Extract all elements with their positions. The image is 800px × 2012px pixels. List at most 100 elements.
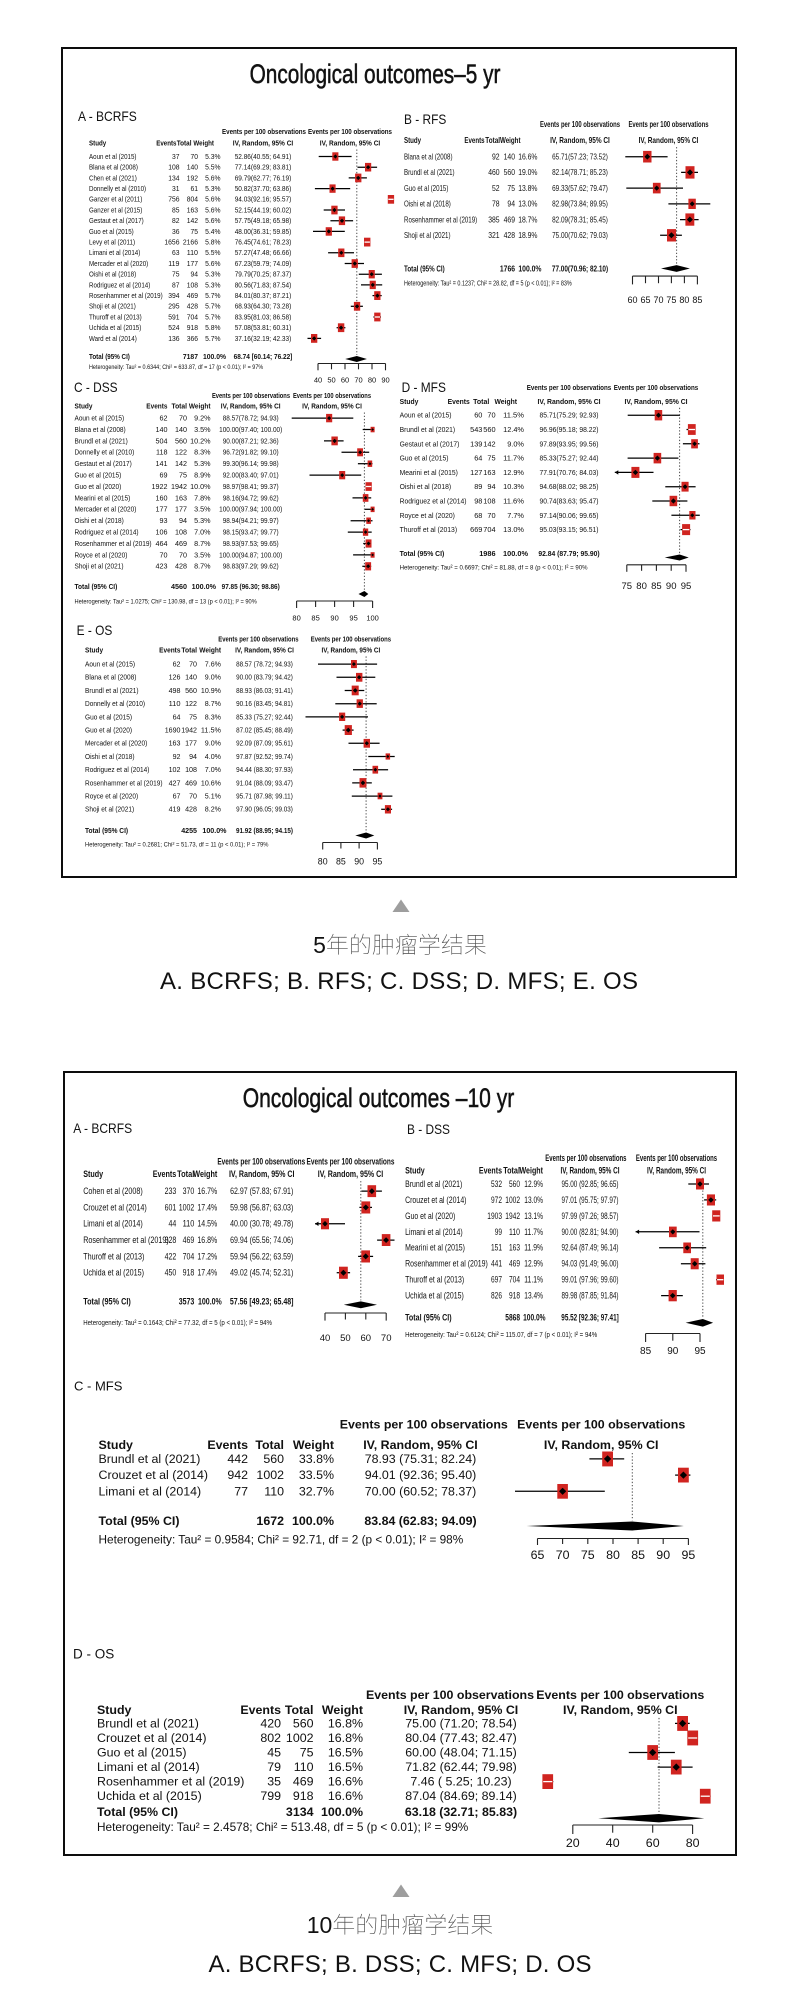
- svg-text:75: 75: [189, 712, 197, 721]
- svg-text:70: 70: [179, 414, 187, 423]
- svg-text:Events per 100 observations: Events per 100 observations: [340, 1418, 508, 1432]
- svg-text:97.90 (96.05; 99.03): 97.90 (96.05; 99.03): [236, 805, 293, 814]
- svg-text:4560: 4560: [171, 582, 187, 591]
- svg-text:10: 10: [307, 1912, 333, 1938]
- svg-text:94.44 (88.30; 97.93): 94.44 (88.30; 97.93): [236, 765, 293, 774]
- svg-text:Blana et al (2008): Blana et al (2008): [89, 163, 138, 172]
- svg-text:IV, Random, 95% CI: IV, Random, 95% CI: [363, 1438, 478, 1452]
- svg-text:118: 118: [156, 448, 167, 457]
- svg-text:37.16(32.19; 42.33): 37.16(32.19; 42.33): [235, 334, 292, 343]
- svg-text:428: 428: [185, 805, 197, 814]
- svg-text:76.45(74.61; 78.23): 76.45(74.61; 78.23): [235, 238, 292, 247]
- svg-text:Events per 100 observations: Events per 100 observations: [212, 391, 290, 400]
- svg-text:90: 90: [354, 857, 364, 867]
- svg-text:469: 469: [504, 215, 516, 224]
- svg-text:Weight: Weight: [193, 1169, 217, 1179]
- svg-text:A. BCRFS; B. DSS; C. MFS;: A. BCRFS; B. DSS; C. MFS; D. OS: [209, 1951, 592, 1978]
- svg-text:87.02 (85.45; 88.49): 87.02 (85.45; 88.49): [236, 726, 293, 735]
- svg-text:94.03(92.16; 95.57): 94.03(92.16; 95.57): [235, 195, 292, 204]
- svg-text:11.5%: 11.5%: [503, 411, 524, 420]
- svg-text:100.0%: 100.0%: [202, 826, 227, 835]
- svg-text:441: 441: [491, 1259, 502, 1269]
- svg-text:59.94 (56.22; 63.59): 59.94 (56.22; 63.59): [230, 1251, 293, 1261]
- svg-text:80: 80: [318, 857, 328, 867]
- svg-text:85: 85: [336, 857, 346, 867]
- svg-text:Total (95% CI): Total (95% CI): [405, 1313, 452, 1323]
- svg-text:142: 142: [187, 216, 198, 225]
- svg-text:5.8%: 5.8%: [205, 238, 221, 247]
- svg-text:Guo et al (2020): Guo et al (2020): [75, 482, 122, 491]
- svg-text:1002: 1002: [179, 1202, 195, 1212]
- svg-text:IV, Random, 95% CI: IV, Random, 95% CI: [537, 397, 600, 406]
- svg-text:100.0%: 100.0%: [292, 1514, 334, 1528]
- svg-text:Mearini et al (2015): Mearini et al (2015): [400, 468, 459, 477]
- svg-text:8.3%: 8.3%: [205, 712, 222, 721]
- svg-text:Events per 100 observations: Events per 100 observations: [545, 1153, 626, 1163]
- svg-text:100.0%: 100.0%: [198, 1297, 222, 1307]
- svg-text:A - BCRFS: A - BCRFS: [78, 108, 137, 124]
- svg-text:D - MFS: D - MFS: [402, 379, 446, 395]
- svg-text:Total: Total: [285, 1703, 314, 1717]
- svg-text:Donnelly et al (2010): Donnelly et al (2010): [89, 184, 146, 193]
- svg-text:98.94(94.21; 99.97): 98.94(94.21; 99.97): [223, 516, 279, 525]
- svg-text:Weight: Weight: [189, 402, 211, 411]
- svg-text:95: 95: [373, 857, 383, 867]
- svg-text:100.0%: 100.0%: [523, 1313, 546, 1323]
- svg-text:141: 141: [156, 459, 168, 468]
- svg-text:Aoun et al (2015): Aoun et al (2015): [89, 152, 137, 161]
- svg-text:Thuroff et al (2013): Thuroff et al (2013): [89, 312, 142, 321]
- svg-text:90.00(87.21; 92.36): 90.00(87.21; 92.36): [223, 436, 279, 445]
- svg-text:98: 98: [474, 497, 482, 506]
- svg-text:5.7%: 5.7%: [205, 302, 221, 311]
- svg-text:94: 94: [179, 516, 187, 525]
- svg-text:Limani et al (2014): Limani et al (2014): [99, 1484, 202, 1498]
- svg-text:Weight: Weight: [193, 139, 214, 148]
- svg-text:87: 87: [172, 280, 180, 289]
- svg-text:68.74 [60.14; 76.22]: 68.74 [60.14; 76.22]: [234, 352, 293, 361]
- svg-text:Total (95% CI): Total (95% CI): [97, 1805, 178, 1819]
- svg-text:Aoun et al (2015): Aoun et al (2015): [75, 414, 125, 423]
- svg-text:33.5%: 33.5%: [299, 1468, 334, 1482]
- svg-text:100.0%: 100.0%: [503, 549, 528, 558]
- svg-text:IV, Random, 95% CI: IV, Random, 95% CI: [639, 136, 699, 145]
- svg-text:464: 464: [156, 539, 168, 548]
- svg-text:5.3%: 5.3%: [194, 516, 211, 525]
- svg-text:Study: Study: [83, 1169, 103, 1179]
- svg-text:Study: Study: [404, 136, 421, 145]
- svg-text:40: 40: [606, 1836, 620, 1850]
- svg-text:70: 70: [160, 550, 168, 559]
- svg-text:62.97 (57.83; 67.91): 62.97 (57.83; 67.91): [230, 1186, 293, 1196]
- svg-text:Donnelly et al (2010): Donnelly et al (2010): [85, 699, 145, 708]
- svg-text:88.93 (86.03; 91.41): 88.93 (86.03; 91.41): [236, 686, 293, 695]
- svg-text:394: 394: [168, 291, 179, 300]
- svg-text:427: 427: [169, 778, 181, 787]
- svg-text:60: 60: [361, 1333, 372, 1344]
- svg-text:5.3%: 5.3%: [205, 270, 221, 279]
- svg-text:88.57(78.72; 94.93): 88.57(78.72; 94.93): [223, 414, 279, 423]
- svg-text:Weight: Weight: [293, 1438, 334, 1452]
- svg-text:16.5%: 16.5%: [328, 1746, 363, 1760]
- svg-text:62: 62: [173, 660, 181, 669]
- svg-text:1656: 1656: [164, 238, 179, 247]
- svg-text:67: 67: [173, 792, 181, 801]
- svg-text:Brundl et al (2021): Brundl et al (2021): [75, 436, 128, 445]
- svg-text:1942: 1942: [505, 1211, 520, 1221]
- svg-text:Rosenhammer et al (2019): Rosenhammer et al (2019): [89, 291, 163, 300]
- svg-text:82.14(78.71; 85.23): 82.14(78.71; 85.23): [552, 168, 608, 177]
- svg-text:Mercader et al (2020): Mercader et al (2020): [85, 739, 147, 748]
- svg-text:94.03 (91.49; 96.00): 94.03 (91.49; 96.00): [561, 1259, 618, 1269]
- svg-text:Total: Total: [255, 1438, 284, 1452]
- svg-text:5.3%: 5.3%: [194, 459, 211, 468]
- svg-text:33.8%: 33.8%: [299, 1452, 334, 1466]
- svg-text:543: 543: [470, 425, 482, 434]
- svg-text:91.04 (88.09; 93.47): 91.04 (88.09; 93.47): [236, 778, 293, 787]
- svg-text:40: 40: [320, 1333, 331, 1344]
- svg-text:80: 80: [636, 581, 647, 592]
- svg-text:44: 44: [169, 1219, 177, 1229]
- svg-text:Events per 100 observations: Events per 100 observations: [527, 383, 612, 392]
- svg-text:Heterogeneity: Tau² = 0.9584;: Heterogeneity: Tau² = 0.9584; Chi² = 92.…: [99, 1533, 464, 1547]
- svg-text:1002: 1002: [256, 1468, 284, 1482]
- svg-text:7187: 7187: [183, 352, 198, 361]
- svg-text:11.7%: 11.7%: [524, 1227, 543, 1237]
- svg-text:80: 80: [292, 614, 300, 623]
